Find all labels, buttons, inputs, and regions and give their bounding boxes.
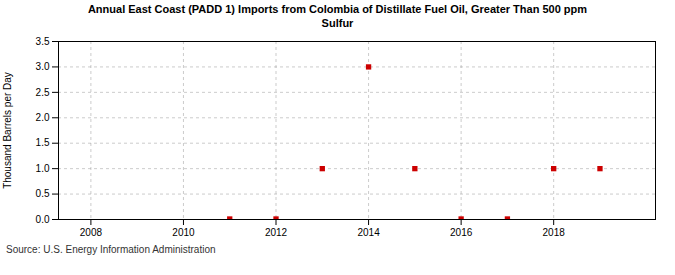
svg-text:1.0: 1.0 [36,162,50,173]
svg-text:2010: 2010 [172,226,195,237]
svg-text:2012: 2012 [265,226,288,237]
svg-text:0.5: 0.5 [36,188,50,199]
svg-text:2018: 2018 [543,226,566,237]
svg-text:Thousand Barrels per Day: Thousand Barrels per Day [2,72,13,189]
svg-text:2016: 2016 [450,226,473,237]
svg-text:2014: 2014 [357,226,380,237]
svg-text:2008: 2008 [80,226,103,237]
svg-text:2.5: 2.5 [36,86,50,97]
svg-text:3.0: 3.0 [36,61,50,72]
svg-text:1.5: 1.5 [36,137,50,148]
svg-text:3.5: 3.5 [36,35,50,46]
svg-text:0.0: 0.0 [36,213,50,224]
html-text:Annual East Coast (PADD 1) Imp: Annual East Coast (PADD 1) Imports from … [87,3,588,29]
svg-text:2.0: 2.0 [36,111,50,122]
html-text:Source: U.S. Energy Informatio: Source: U.S. Energy Information Administ… [6,243,216,255]
